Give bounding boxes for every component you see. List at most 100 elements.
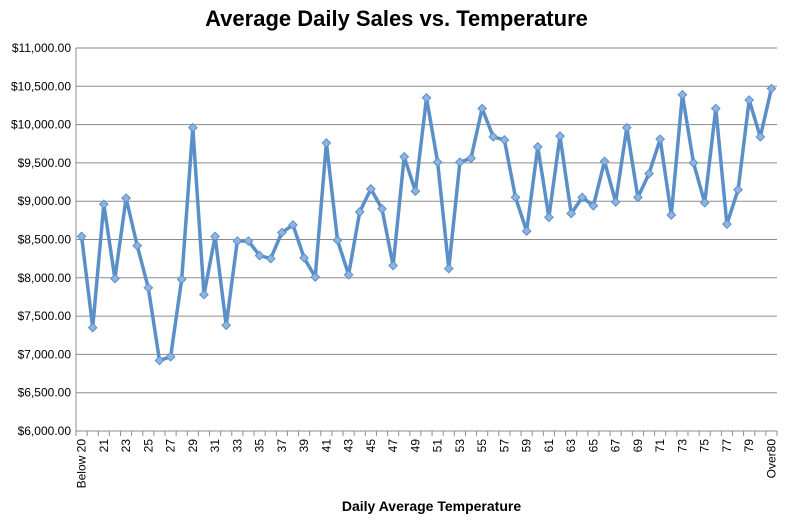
x-tick-label: 35 <box>253 439 267 453</box>
y-tick-label: $9,500.00 <box>18 156 72 170</box>
data-point <box>154 355 165 366</box>
data-point <box>354 207 365 217</box>
x-tick-label: 39 <box>297 439 311 453</box>
data-point <box>610 197 621 207</box>
y-tick-label: $10,500.00 <box>11 79 71 93</box>
data-point <box>98 199 109 210</box>
y-tick-label: $6,000.00 <box>18 424 72 438</box>
data-point <box>577 192 588 203</box>
data-point <box>532 141 543 152</box>
data-point <box>165 351 176 362</box>
x-tick-label: 31 <box>208 439 222 453</box>
y-tick-label: $6,500.00 <box>18 386 72 400</box>
x-tick-label: 37 <box>275 439 289 453</box>
y-tick-label: $8,000.00 <box>18 271 72 285</box>
data-point <box>621 122 632 133</box>
data-point <box>677 89 688 100</box>
data-point <box>299 252 310 263</box>
data-point <box>410 186 421 197</box>
data-point <box>76 231 87 242</box>
data-point <box>288 220 298 230</box>
data-point <box>321 138 332 148</box>
data-point <box>655 134 666 145</box>
series-line <box>79 88 774 363</box>
data-point <box>310 272 321 282</box>
x-tick-label: 79 <box>742 439 756 453</box>
x-tick-label: Over80 <box>764 439 778 479</box>
data-point <box>377 203 387 214</box>
data-point <box>633 192 643 203</box>
data-point <box>710 103 721 114</box>
data-point <box>343 269 354 280</box>
x-tick-label: 61 <box>542 439 556 453</box>
data-point <box>722 219 732 230</box>
data-point <box>121 193 131 204</box>
data-point <box>466 153 476 164</box>
data-point <box>432 157 443 168</box>
data-point <box>143 282 154 293</box>
y-tick-label: $11,000.00 <box>12 41 71 55</box>
x-tick-label: 73 <box>675 439 689 453</box>
data-point <box>399 151 410 162</box>
data-point <box>232 236 243 246</box>
data-point <box>332 235 343 246</box>
data-point <box>388 260 399 271</box>
data-point <box>365 184 376 194</box>
y-tick-label: $7,500.00 <box>18 309 72 323</box>
data-point <box>443 263 454 274</box>
x-tick-label: 63 <box>564 439 578 453</box>
data-point <box>521 226 532 236</box>
data-point <box>555 131 565 141</box>
data-point <box>488 131 499 142</box>
data-point <box>543 212 554 223</box>
data-point <box>499 135 510 145</box>
x-tick-label: 23 <box>119 439 133 453</box>
data-point <box>254 250 265 261</box>
x-tick-label: 43 <box>342 439 356 453</box>
data-point <box>510 192 521 203</box>
x-tick-label: 25 <box>141 439 155 453</box>
x-tick-label: 41 <box>319 439 333 453</box>
x-tick-label: 75 <box>698 439 712 453</box>
x-tick-label: 27 <box>164 439 178 453</box>
data-point <box>477 103 488 114</box>
y-tick-label: $9,000.00 <box>18 194 72 208</box>
x-tick-label: 53 <box>453 439 467 453</box>
data-point <box>87 322 98 333</box>
data-point <box>265 253 276 264</box>
x-tick-label: 57 <box>497 439 511 453</box>
x-tick-label: 77 <box>720 439 734 453</box>
x-tick-label: 47 <box>386 439 400 453</box>
data-point <box>199 289 209 300</box>
data-point <box>176 274 187 285</box>
x-tick-label: 33 <box>230 439 244 453</box>
x-tick-label: 49 <box>408 439 422 453</box>
y-tick-label: $10,000.00 <box>11 118 71 132</box>
data-point <box>666 210 677 220</box>
data-point <box>588 200 599 211</box>
x-tick-label: 65 <box>586 439 600 453</box>
x-tick-label: 45 <box>364 439 378 453</box>
x-tick-label: 69 <box>631 439 645 453</box>
data-point <box>755 131 766 142</box>
data-point <box>276 227 287 238</box>
data-point <box>221 320 232 331</box>
x-tick-label: 55 <box>475 439 489 453</box>
y-tick-label: $7,000.00 <box>18 347 72 361</box>
data-point <box>766 83 777 94</box>
x-tick-label: 51 <box>431 439 445 453</box>
x-tick-label: Below 20 <box>75 439 89 489</box>
x-tick-label: 21 <box>97 439 111 453</box>
x-axis-label: Daily Average Temperature <box>341 498 522 514</box>
data-point <box>599 156 610 167</box>
x-tick-label: 59 <box>520 439 534 453</box>
data-point <box>243 236 254 246</box>
data-point <box>187 122 198 133</box>
data-point <box>688 157 699 168</box>
y-tick-label: $8,500.00 <box>18 233 72 247</box>
data-point <box>132 240 143 251</box>
data-point <box>210 231 220 242</box>
data-point <box>744 95 755 105</box>
